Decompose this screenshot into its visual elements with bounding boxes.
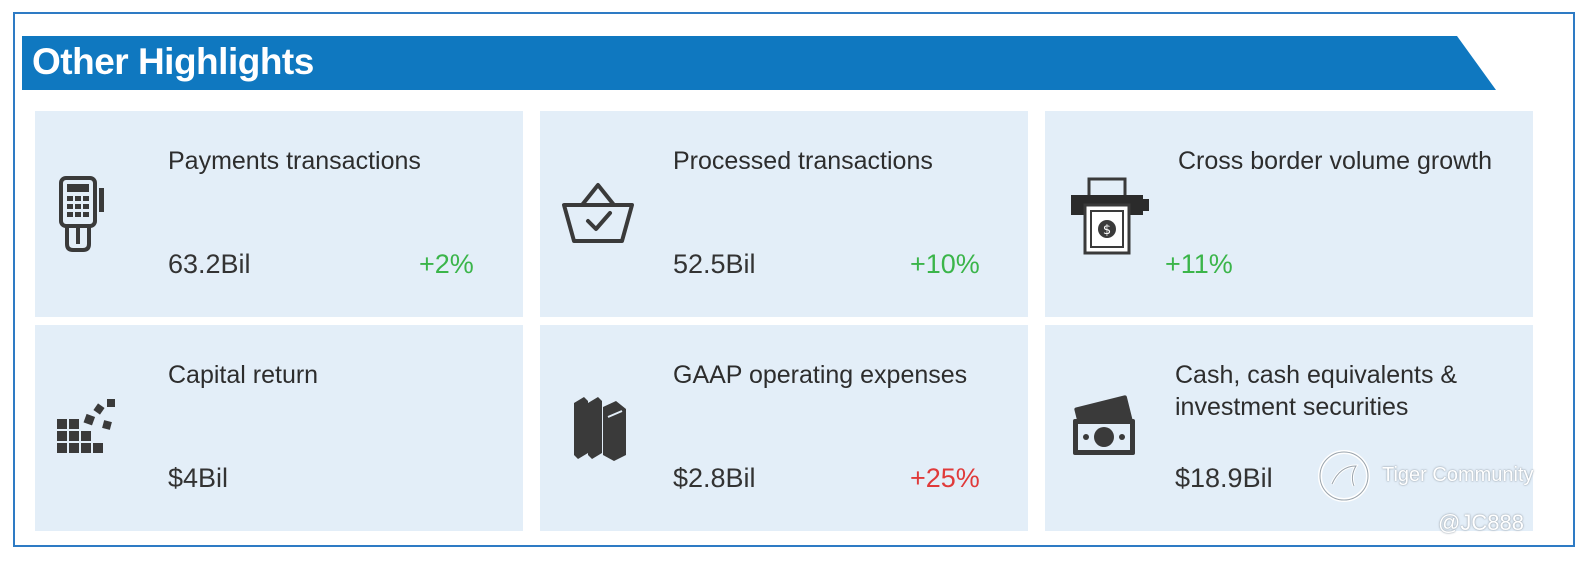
card-value: $18.9Bil (1175, 463, 1273, 493)
card-title: Cross border volume growth (1178, 147, 1493, 175)
section-banner: Other Highlights (22, 36, 1496, 90)
card-title: Payments transactions (168, 147, 421, 175)
watermark-brand: Tiger Community (1382, 464, 1534, 486)
card-title-line-2: investment securities (1175, 393, 1409, 421)
basket-check-icon (562, 183, 634, 243)
svg-text:$: $ (1103, 223, 1111, 238)
card-cash-investments: Cash, cash equivalents & investment secu… (1045, 325, 1533, 531)
cash-stack-icon (1073, 395, 1135, 455)
card-change: +10% (910, 249, 980, 279)
money-printer-icon: $ (1071, 177, 1149, 255)
watermark: Tiger Community @JC888 (1316, 448, 1576, 538)
card-title: Cash, cash equivalents & investment secu… (1175, 359, 1457, 423)
payment-terminal-icon (59, 176, 104, 252)
card-change: +2% (419, 249, 474, 279)
card-value: $4Bil (168, 463, 229, 493)
card-title: GAAP operating expenses (673, 361, 968, 389)
card-title: Processed transactions (673, 147, 933, 175)
section-title: Other Highlights (32, 41, 314, 82)
card-processed-transactions: Processed transactions 52.5Bil +10% (540, 111, 1028, 317)
card-value: 52.5Bil (673, 249, 756, 279)
blocks-icon (57, 399, 115, 453)
card-payments-transactions: Payments transactions 63.2Bil +2% (35, 111, 523, 317)
card-change: +11% (1165, 249, 1233, 279)
card-capital-return: Capital return $4Bil (35, 325, 523, 531)
card-value: 63.2Bil (168, 249, 251, 279)
books-icon (574, 397, 626, 461)
watermark-handle: @JC888 (1438, 510, 1524, 535)
card-value: $2.8Bil (673, 463, 756, 493)
card-title-line-1: Cash, cash equivalents & (1175, 361, 1458, 389)
card-cross-border-volume: $ Cross border volume growth +11% (1045, 111, 1533, 317)
card-gaap-operating-expenses: GAAP operating expenses $2.8Bil +25% (540, 325, 1028, 531)
card-change: +25% (910, 463, 980, 493)
tiger-logo-icon (1318, 450, 1370, 502)
card-title: Capital return (168, 361, 319, 389)
